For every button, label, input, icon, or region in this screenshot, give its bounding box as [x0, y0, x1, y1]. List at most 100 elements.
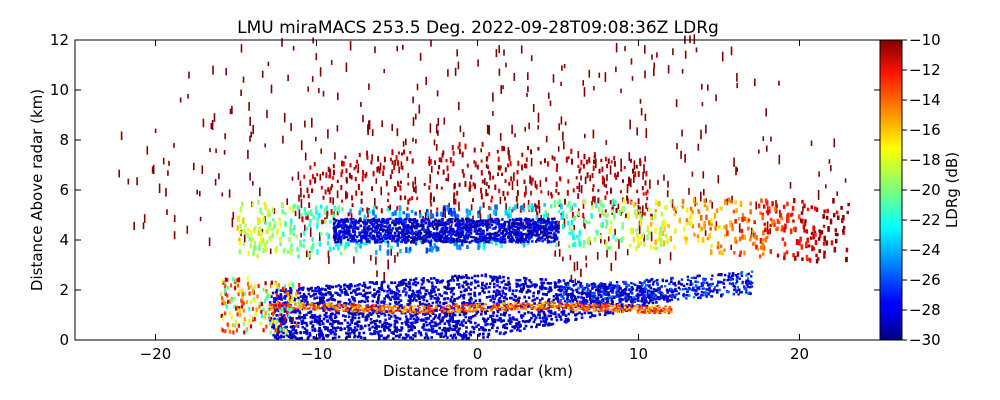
- ldr-cell: [365, 231, 369, 235]
- ldr-cell: [672, 206, 676, 211]
- ldr-cell: [527, 86, 529, 92]
- ldr-cell: [524, 127, 526, 132]
- ldr-cell: [377, 296, 380, 299]
- ldr-cell: [564, 289, 568, 292]
- ldr-cell: [448, 202, 450, 211]
- ldr-cell: [315, 205, 318, 210]
- ldr-cell: [372, 282, 376, 285]
- ldr-cell: [440, 222, 443, 225]
- ldr-cell: [377, 325, 381, 328]
- ldr-cell: [426, 226, 430, 229]
- ldr-cell: [237, 215, 241, 222]
- ldr-cell: [459, 227, 463, 230]
- ldr-cell: [412, 225, 416, 228]
- ldr-cell: [340, 171, 343, 178]
- ldr-cell: [584, 176, 587, 185]
- ldr-cell: [507, 225, 510, 228]
- ldr-cell: [416, 225, 420, 228]
- ldr-cell: [318, 326, 321, 330]
- ldr-cell: [842, 225, 846, 230]
- ldr-cell: [398, 236, 401, 240]
- ldr-cell: [702, 171, 705, 179]
- ldr-cell: [516, 169, 519, 175]
- ldr-cell: [440, 280, 443, 284]
- ldr-cell: [589, 298, 592, 301]
- ldr-cell: [423, 234, 426, 238]
- ldr-cell: [826, 208, 829, 214]
- ldr-cell: [535, 240, 538, 243]
- ldr-cell: [387, 198, 389, 203]
- ldr-cell: [535, 224, 538, 227]
- ldr-cell: [463, 240, 467, 244]
- ldr-cell: [327, 298, 331, 301]
- ldr-cell: [543, 231, 546, 234]
- ldr-cell: [395, 320, 398, 323]
- ldr-cell: [735, 208, 738, 213]
- ldr-cell: [281, 330, 284, 334]
- ldr-cell: [238, 241, 242, 246]
- ldr-cell: [393, 315, 397, 318]
- ldr-cell: [357, 163, 360, 173]
- ldr-cell: [580, 312, 584, 316]
- ldr-cell: [390, 157, 392, 162]
- ldr-cell: [450, 306, 453, 310]
- ldr-cell: [387, 234, 391, 237]
- ldr-cell: [501, 230, 505, 233]
- ldr-cell: [433, 223, 437, 226]
- ldr-cell: [349, 218, 352, 221]
- ldr-cell: [690, 213, 693, 219]
- ldr-cell: [320, 301, 324, 304]
- ldr-cell: [212, 65, 214, 75]
- ldr-cell: [789, 182, 792, 189]
- ldr-cell: [507, 276, 510, 280]
- ldr-cell: [295, 234, 298, 239]
- ldr-cell: [434, 239, 438, 242]
- ldr-cell: [536, 230, 539, 234]
- ldr-cell: [280, 296, 283, 300]
- ldr-cell: [515, 222, 518, 225]
- ldr-cell: [275, 288, 279, 292]
- ldr-cell: [777, 220, 781, 225]
- ldr-cell: [719, 244, 723, 249]
- ldr-cell: [425, 312, 428, 315]
- ldr-cell: [492, 238, 495, 241]
- ldr-cell: [783, 241, 787, 247]
- ldr-cell: [469, 218, 473, 222]
- ldr-cell: [435, 124, 438, 134]
- ldr-cell: [258, 226, 261, 232]
- ldr-cell: [458, 333, 461, 336]
- ldr-cell: [330, 295, 334, 298]
- ldr-cell: [555, 220, 558, 224]
- ldr-cell: [558, 123, 560, 131]
- ldr-cell: [422, 328, 426, 331]
- ldr-cell: [390, 246, 392, 256]
- ldr-cell: [503, 233, 506, 237]
- ldr-cell: [430, 336, 433, 339]
- ldr-cell: [323, 303, 327, 307]
- ldr-cell: [538, 313, 541, 317]
- ldr-cell: [794, 255, 797, 261]
- ldr-cell: [501, 218, 504, 221]
- ldr-cell: [421, 318, 424, 321]
- ldr-cell: [372, 219, 376, 222]
- ldr-cell: [564, 314, 568, 317]
- ldr-cell: [332, 197, 334, 205]
- ldr-cell: [268, 212, 271, 217]
- ldr-cell: [668, 289, 672, 292]
- ldr-cell: [529, 281, 533, 284]
- ldr-cell: [654, 239, 657, 245]
- ldr-cell: [800, 244, 804, 250]
- ldr-cell: [305, 324, 309, 327]
- ldr-cell: [474, 299, 478, 303]
- ldr-cell: [390, 245, 394, 249]
- ldr-cell: [402, 224, 405, 227]
- ldr-cell: [343, 223, 346, 226]
- ldr-cell: [688, 215, 692, 220]
- ldr-cell: [516, 322, 520, 325]
- ldr-cell: [761, 242, 764, 248]
- ldr-cell: [327, 308, 330, 311]
- ldr-cell: [658, 237, 662, 242]
- ldr-cell: [437, 317, 441, 320]
- ldr-cell: [304, 224, 306, 233]
- ldr-cell: [532, 320, 536, 324]
